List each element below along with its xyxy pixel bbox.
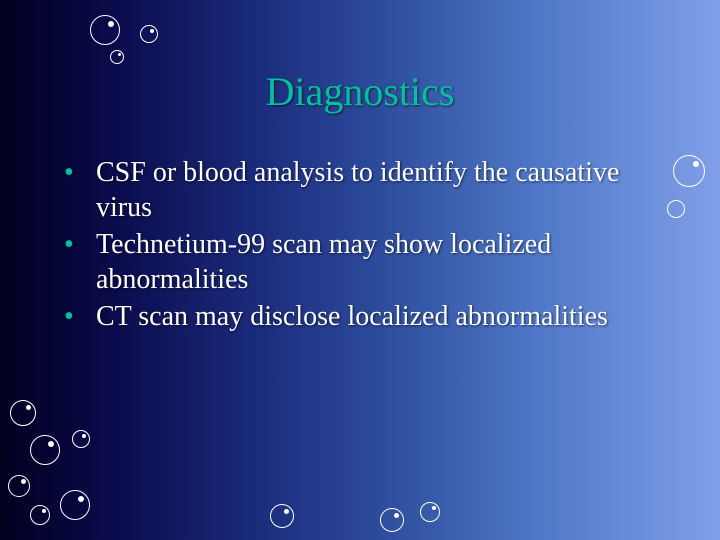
bubble-icon — [110, 50, 124, 64]
bullet-list: • CSF or blood analysis to identify the … — [0, 115, 720, 334]
bubble-icon — [10, 400, 36, 426]
bullet-icon: • — [60, 299, 96, 334]
list-item: • CT scan may disclose localized abnorma… — [60, 299, 660, 334]
bubble-icon — [30, 435, 60, 465]
bullet-icon: • — [60, 227, 96, 297]
bubble-icon — [8, 475, 30, 497]
bubble-icon — [673, 155, 705, 187]
bubble-icon — [380, 508, 404, 532]
list-item: • CSF or blood analysis to identify the … — [60, 155, 660, 225]
bullet-text: CT scan may disclose localized abnormali… — [96, 299, 660, 334]
bubble-icon — [420, 502, 440, 522]
bubble-icon — [270, 504, 294, 528]
bubble-icon — [30, 505, 50, 525]
bullet-text: Technetium-99 scan may show localized ab… — [96, 227, 660, 297]
bubble-icon — [667, 200, 685, 218]
list-item: • Technetium-99 scan may show localized … — [60, 227, 660, 297]
bubble-icon — [140, 25, 158, 43]
bullet-icon: • — [60, 155, 96, 225]
bubble-icon — [90, 15, 120, 45]
bubble-icon — [60, 490, 90, 520]
bullet-text: CSF or blood analysis to identify the ca… — [96, 155, 660, 225]
bubble-icon — [72, 430, 90, 448]
